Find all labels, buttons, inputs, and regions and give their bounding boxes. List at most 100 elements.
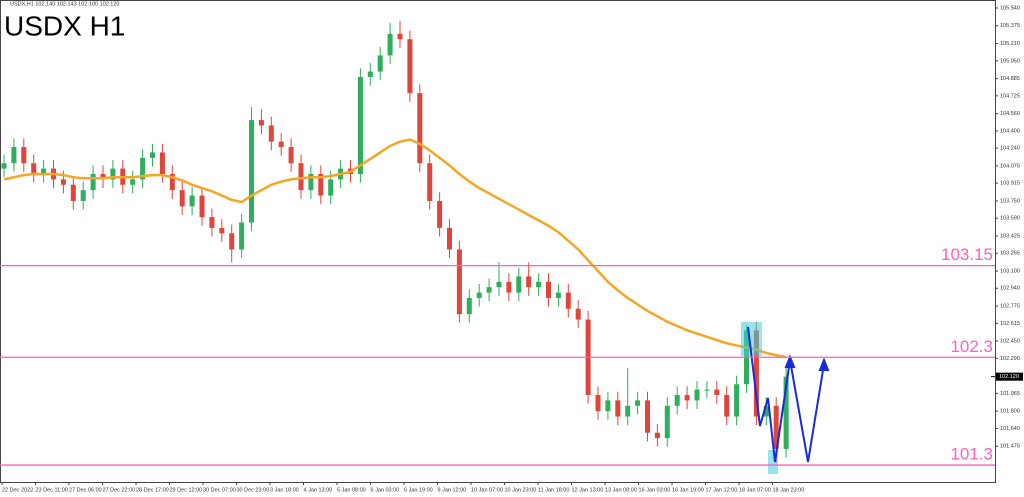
candle-body — [239, 222, 245, 250]
candle-body — [21, 147, 27, 164]
y-tick-label: 103.915 — [1000, 181, 1020, 187]
candle-body — [734, 384, 740, 417]
plot-frame — [0, 0, 996, 483]
candle-body — [169, 173, 175, 191]
candle-body — [31, 163, 37, 174]
level-label: 102.3 — [950, 337, 993, 356]
x-tick-label: 12 Jan 13:00 — [572, 487, 604, 493]
candle-body — [90, 173, 96, 191]
y-tick-label: 105.050 — [1000, 58, 1020, 64]
candle-body — [288, 147, 294, 164]
candle-body — [496, 281, 502, 288]
x-tick-label: 29 Dec 12:00 — [170, 487, 203, 493]
candle-body — [229, 233, 235, 250]
candle-body — [565, 292, 571, 309]
highlight-box — [741, 322, 762, 356]
candle-body — [486, 287, 492, 293]
candle-body — [80, 190, 86, 201]
y-tick-label: 104.560 — [1000, 111, 1020, 117]
y-tick-label: 104.725 — [1000, 93, 1020, 99]
candle-body — [70, 184, 76, 201]
candle-body — [278, 141, 284, 148]
y-tick-label: 102.615 — [1000, 321, 1020, 327]
candle-body — [575, 308, 581, 320]
candle-body — [199, 195, 205, 218]
candle-body — [417, 93, 423, 164]
y-tick-label: 102.290 — [1000, 356, 1020, 362]
candle-body — [150, 152, 155, 158]
y-tick-label: 104.400 — [1000, 128, 1020, 134]
candle-body — [466, 297, 472, 315]
candle-body — [546, 281, 551, 298]
current-price-label: 102.120 — [999, 374, 1019, 380]
y-tick-label: 105.375 — [1000, 23, 1020, 29]
candle-body — [674, 395, 680, 406]
candle-body — [516, 276, 522, 293]
x-tick-label: 16 Jan 03:00 — [639, 487, 671, 493]
x-tick-label: 17 Jan 12:00 — [706, 487, 738, 493]
highlight-box — [768, 450, 778, 474]
y-tick-label: 102.940 — [1000, 286, 1020, 292]
candle-body — [783, 376, 789, 449]
y-tick-label: 101.640 — [1000, 426, 1020, 432]
y-tick-label: 103.100 — [1000, 268, 1020, 274]
plot — [1, 20, 789, 463]
candle-body — [1, 163, 7, 169]
x-tick-label: 30 Dec 23:00 — [237, 487, 270, 493]
current-price-tag — [996, 372, 1023, 381]
candle-body — [664, 405, 670, 439]
x-tick-label: 30 Dec 07:00 — [203, 487, 236, 493]
candle-body — [456, 249, 462, 315]
candle-body — [506, 281, 512, 293]
candle-body — [308, 173, 314, 191]
y-tick-label: 104.240 — [1000, 146, 1020, 152]
arrow-head — [818, 357, 830, 371]
candle-body — [219, 227, 225, 234]
moving-average — [3, 138, 787, 359]
y-tick-label: 105.210 — [1000, 41, 1020, 47]
candle-body — [130, 179, 136, 185]
candle-body — [526, 276, 532, 288]
candle-body — [645, 400, 650, 433]
candle-body — [635, 400, 641, 406]
candle-body — [357, 76, 363, 174]
x-tick-label: 9 Jan 12:00 — [438, 487, 467, 493]
candle-body — [328, 179, 334, 196]
x-tick-label: 13 Jan 08:00 — [605, 487, 637, 493]
x-tick-label: 6 Jan 19:00 — [404, 487, 433, 493]
y-tick-label: 103.590 — [1000, 216, 1020, 222]
y-tick-label: 101.800 — [1000, 409, 1020, 415]
candle-body — [773, 405, 779, 449]
candle-body — [407, 39, 413, 94]
candle-body — [714, 389, 720, 396]
x-tick-label: 4 Jan 13:00 — [304, 487, 333, 493]
candle-body — [11, 147, 17, 164]
y-tick-label: 101.965 — [1000, 391, 1020, 397]
candle-body — [625, 405, 631, 417]
candle-body — [140, 157, 146, 180]
y-tick-label: 102.775 — [1000, 304, 1020, 310]
candle-body — [387, 33, 393, 56]
candle-body — [41, 168, 47, 174]
x-tick-label: 6 Jan 03:00 — [371, 487, 400, 493]
y-tick-label: 104.075 — [1000, 163, 1020, 169]
symbol-info: USDX,H1 102.140 102.143 102.100 102.120 — [10, 1, 119, 7]
x-tick-label: 22 Dec 2022 — [2, 487, 33, 493]
candle-body — [555, 292, 561, 298]
candle-body — [258, 120, 264, 126]
candle-body — [268, 125, 274, 142]
candle-body — [476, 292, 482, 298]
candle-body — [60, 179, 66, 185]
projection — [747, 326, 830, 463]
candle-body — [595, 395, 601, 412]
y-tick-label: 101.475 — [1000, 444, 1020, 450]
candle-body — [536, 281, 542, 288]
candle-body — [724, 395, 730, 417]
candle-body — [763, 405, 769, 417]
chart-title: USDX H1 — [4, 10, 125, 41]
x-tick-label: 23 Dec 11:00 — [36, 487, 68, 493]
candle-body — [377, 55, 383, 72]
candle-body — [654, 432, 660, 439]
x-tick-label: 11 Jan 18:00 — [538, 487, 569, 493]
